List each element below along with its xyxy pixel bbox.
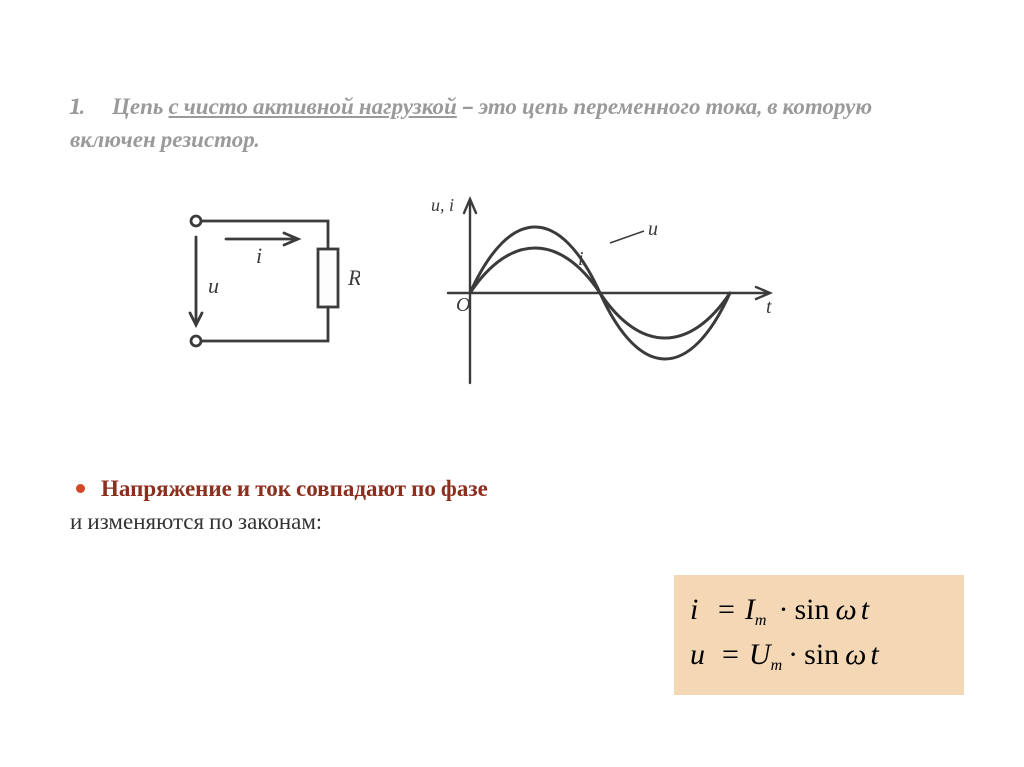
circuit-label-u: u	[208, 273, 219, 298]
wave-i-label: i	[578, 248, 584, 270]
wave-t-label: t	[766, 296, 772, 318]
law-text: и изменяются по законам:	[70, 508, 954, 535]
wave-diagram: u, i O t u i	[430, 193, 790, 393]
circuit-label-r: R	[347, 265, 360, 290]
wave-y-label: u, i	[431, 195, 454, 215]
wave-u-label: u	[648, 218, 658, 240]
formula-line-2: u = Um · sin ω t	[690, 632, 958, 677]
bullet-icon	[76, 484, 85, 493]
wave-origin-label: O	[456, 294, 470, 316]
circuit-diagram: i u R	[160, 193, 360, 363]
formula-line-1: i = Im · sin ω t	[690, 587, 958, 632]
bullet-text: Напряжение и ток совпадают по фазе	[101, 475, 488, 502]
formula-box: i = Im · sin ω t u = Um · sin ω t	[674, 575, 964, 695]
heading-underlined: с чисто активной нагрузкой	[168, 93, 456, 120]
heading-number: 1.	[70, 90, 112, 123]
bullet-row: Напряжение и ток совпадают по фазе	[76, 475, 954, 502]
diagram-row: i u R u, i O t u i	[160, 193, 954, 393]
circuit-label-i: i	[256, 243, 262, 268]
heading-part1: Цепь	[112, 93, 168, 120]
slide-heading: 1.Цепь с чисто активной нагрузкой – это …	[70, 90, 954, 157]
